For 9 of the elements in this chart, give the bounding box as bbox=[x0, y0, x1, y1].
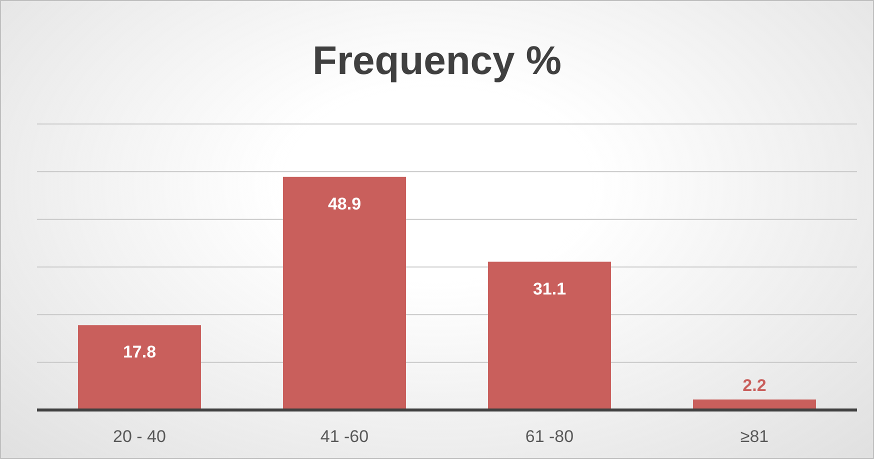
x-tick-label: 41 -60 bbox=[320, 427, 369, 446]
x-tick-label: 20 - 40 bbox=[113, 427, 166, 446]
x-tick-label: 61 -80 bbox=[525, 427, 574, 446]
x-tick-label: ≥81 bbox=[740, 427, 769, 446]
data-label: 31.1 bbox=[532, 279, 566, 298]
chart-title: Frequency % bbox=[312, 39, 562, 84]
data-label: 2.2 bbox=[742, 376, 766, 396]
data-label: 48.9 bbox=[328, 194, 362, 214]
data-label: 17.8 bbox=[122, 342, 156, 362]
